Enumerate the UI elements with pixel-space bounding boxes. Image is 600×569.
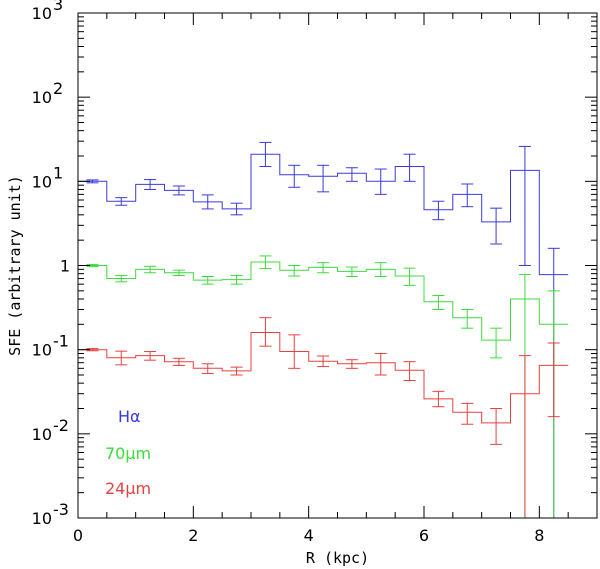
y-tick-label: 10	[32, 341, 52, 360]
y-tick-label-exponent: -2	[53, 416, 69, 435]
y-tick-label-exponent: -1	[53, 332, 69, 351]
y-tick-label-exponent: 2	[53, 79, 63, 98]
x-tick-label: 6	[419, 526, 429, 545]
y-tick-label-exponent: 3	[53, 0, 63, 14]
y-tick-label: 1	[60, 257, 70, 276]
legend-label-0: Hα	[118, 407, 141, 426]
tick-layer	[77, 12, 598, 519]
series-70μm	[78, 255, 569, 518]
y-tick-label: 10	[32, 425, 52, 444]
x-axis-title: R (kpc)	[306, 549, 369, 567]
x-tick-label: 4	[304, 526, 314, 545]
y-tick-label: 10	[32, 172, 52, 191]
y-axis-title: SFE (arbitrary unit)	[6, 175, 24, 356]
y-tick-label: 10	[32, 509, 52, 528]
series-layer	[78, 141, 569, 518]
legend: Hα 70μm 24μm	[105, 407, 151, 498]
legend-label-1: 70μm	[105, 444, 151, 463]
x-tick-label: 0	[73, 526, 83, 545]
series-Hα	[78, 141, 569, 518]
y-tick-label-exponent: 1	[53, 163, 63, 182]
y-tick-label-exponent: -3	[53, 500, 69, 519]
y-tick-label: 10	[32, 88, 52, 107]
x-tick-label: 2	[188, 526, 198, 545]
series-24μm	[78, 317, 569, 518]
x-tick-label: 8	[534, 526, 544, 545]
step-line	[78, 332, 569, 424]
y-tick-label: 10	[32, 4, 52, 23]
legend-label-2: 24μm	[105, 479, 151, 498]
